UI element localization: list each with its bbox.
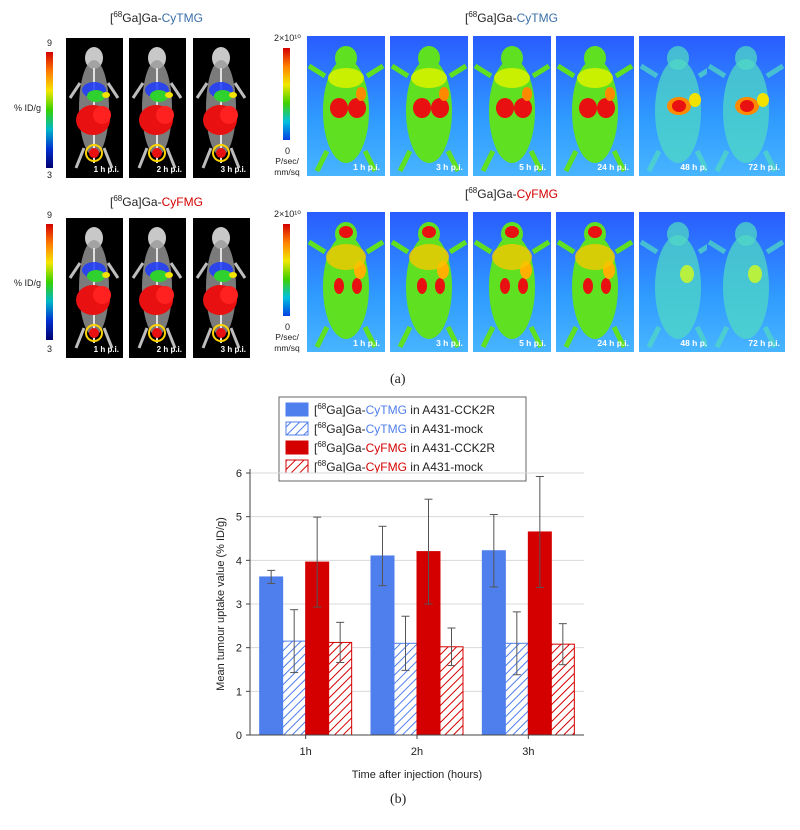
cytmg-pet-image: 1 h p.i. xyxy=(66,38,123,178)
pet-cytmg-title: [68Ga]Ga-CyTMG xyxy=(110,10,203,25)
timepoint-label: 3 h p.i. xyxy=(436,162,463,172)
timepoint-label: 1 h p.i. xyxy=(353,162,380,172)
timepoint-label: 48 h p.i. xyxy=(680,338,712,348)
cytmg-pet-image: 2 h p.i. xyxy=(129,38,186,178)
timepoint-label: 3 h p.i. xyxy=(436,338,463,348)
pet-scale-min-2: 3 xyxy=(47,344,53,354)
optical-scale-unit-2: P/sec/mm/sq xyxy=(274,332,300,353)
legend-swatch xyxy=(285,402,309,417)
cytmg-optical-image: 3 h p.i. xyxy=(390,36,468,176)
optical-scale-min: 0 xyxy=(285,146,291,156)
optical-scale-min-2: 0 xyxy=(285,322,291,332)
timepoint-label: 5 h p.i. xyxy=(519,338,546,348)
bar xyxy=(259,576,284,736)
pet-scale-min: 3 xyxy=(47,170,53,180)
legend-entry: [68Ga]Ga-CyFMG in A431-mock xyxy=(314,459,484,474)
cyfmg-pet-image: 1 h p.i. xyxy=(66,218,123,358)
optical-scale-unit: P/sec/mm/sq xyxy=(274,156,300,177)
legend-entry: [68Ga]Ga-CyFMG in A431-CCK2R xyxy=(314,440,495,455)
timepoint-label: 1 h p.i. xyxy=(93,345,119,354)
x-tick-label: 1h xyxy=(300,746,312,758)
optical-cytmg-title: [68Ga]Ga-CyTMG xyxy=(465,10,558,25)
cyfmg-pet-image: 2 h p.i. xyxy=(129,218,186,358)
timepoint-label: 2 h p.i. xyxy=(156,165,182,174)
cyfmg-optical-image: 3 h p.i. xyxy=(390,212,468,352)
timepoint-label: 1 h p.i. xyxy=(93,165,119,174)
y-tick-label: 2 xyxy=(236,643,242,655)
legend-swatch xyxy=(285,421,309,436)
legend-entry: [68Ga]Ga-CyTMG in A431-CCK2R xyxy=(314,402,495,417)
legend-box xyxy=(278,396,527,482)
y-tick-label: 4 xyxy=(236,555,242,567)
optical-scale-max: 2×10¹⁰ xyxy=(274,33,301,43)
cytmg-optical-image: 1 h p.i. xyxy=(307,36,385,176)
y-tick-label: 1 xyxy=(236,686,242,698)
pet-scale-max: 9 xyxy=(47,38,53,48)
timepoint-label: 72 h p.i. xyxy=(748,162,780,172)
legend-swatch xyxy=(285,440,309,455)
optical-colorbar-bottom xyxy=(283,224,290,316)
cytmg-optical-image: 5 h p.i. xyxy=(473,36,551,176)
timepoint-label: 2 h p.i. xyxy=(156,345,182,354)
cyfmg-optical-image: 5 h p.i. xyxy=(473,212,551,352)
timepoint-label: 5 h p.i. xyxy=(519,162,546,172)
cytmg-optical-image: 48 h p.i. xyxy=(639,36,717,176)
y-axis-label: Mean tumour uptake value (% ID/g) xyxy=(215,517,227,691)
x-tick-label: 3h xyxy=(522,746,534,758)
x-tick-label: 2h xyxy=(411,746,423,758)
cytmg-optical-image: 72 h p.i. xyxy=(707,36,785,176)
timepoint-label: 3 h p.i. xyxy=(220,165,246,174)
pet-scale-max-2: 9 xyxy=(47,210,53,220)
y-tick-label: 6 xyxy=(236,468,242,480)
pet-colorbar-top xyxy=(46,52,53,168)
optical-scale-max-2: 2×10¹⁰ xyxy=(274,209,301,219)
pet-colorbar-bottom xyxy=(46,224,53,340)
pet-scale-unit-2: % ID/g xyxy=(14,278,42,288)
pet-scale-unit: % ID/g xyxy=(14,103,42,113)
cytmg-optical-image: 24 h p.i. xyxy=(556,36,634,176)
optical-cyfmg-title: [68Ga]Ga-CyFMG xyxy=(465,186,558,201)
optical-colorbar-top xyxy=(283,48,290,140)
panel-a-label: (a) xyxy=(390,372,406,387)
timepoint-label: 1 h p.i. xyxy=(353,338,380,348)
panel-b-label: (b) xyxy=(390,792,407,807)
timepoint-label: 72 h p.i. xyxy=(748,338,780,348)
pet-cyfmg-title: [68Ga]Ga-CyFMG xyxy=(110,194,203,209)
y-tick-label: 0 xyxy=(236,730,242,742)
timepoint-label: 24 h p.i. xyxy=(597,162,629,172)
cyfmg-optical-image: 1 h p.i. xyxy=(307,212,385,352)
cytmg-pet-image: 3 h p.i. xyxy=(193,38,250,178)
cyfmg-optical-image: 72 h p.i. xyxy=(707,212,785,352)
legend-entry: [68Ga]Ga-CyTMG in A431-mock xyxy=(314,421,484,436)
legend-swatch xyxy=(285,459,309,474)
cyfmg-pet-image: 3 h p.i. xyxy=(193,218,250,358)
timepoint-label: 48 h p.i. xyxy=(680,162,712,172)
y-tick-label: 3 xyxy=(236,599,242,611)
timepoint-label: 3 h p.i. xyxy=(220,345,246,354)
y-tick-label: 5 xyxy=(236,512,242,524)
uptake-bar-chart: [68Ga]Ga-CyTMG in A431-CCK2R [68Ga]Ga-CyT… xyxy=(215,396,584,781)
x-axis-label: Time after injection (hours) xyxy=(352,769,482,781)
cyfmg-optical-image: 24 h p.i. xyxy=(556,212,634,352)
cyfmg-optical-image: 48 h p.i. xyxy=(639,212,717,352)
timepoint-label: 24 h p.i. xyxy=(597,338,629,348)
